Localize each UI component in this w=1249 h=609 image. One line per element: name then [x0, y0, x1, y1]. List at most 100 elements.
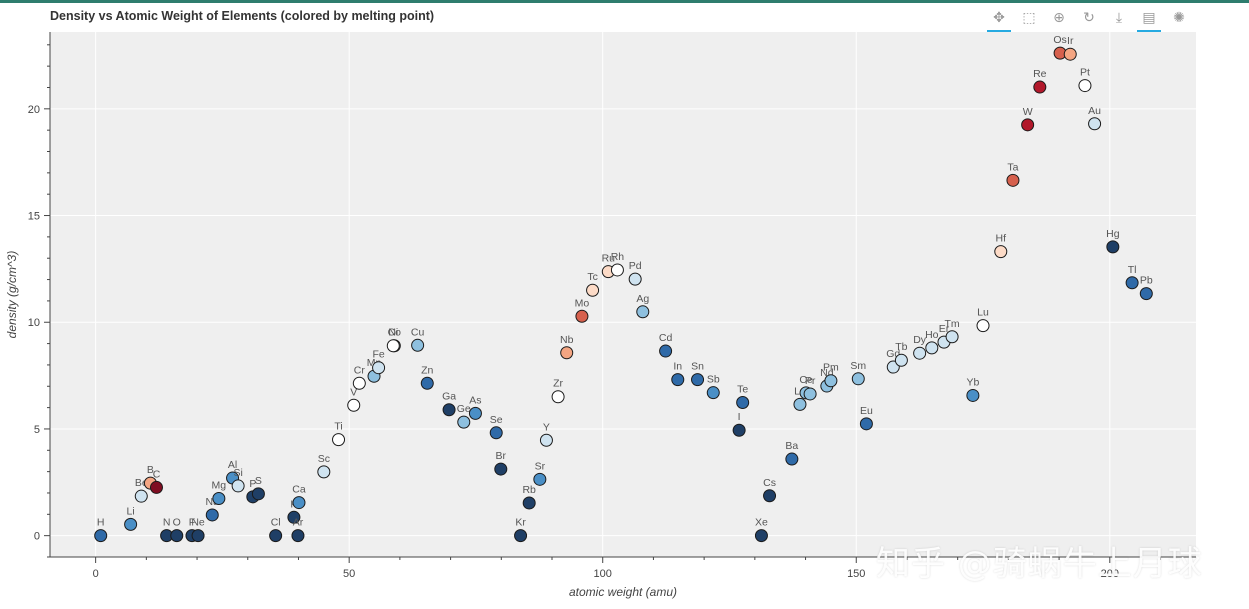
- y-axis-label: density (g/cm^3): [5, 251, 19, 339]
- plot-toolbar: ✥ ⬚ ⊕ ↻ ⤓ ▤ ✺: [984, 4, 1194, 34]
- data-point-tm: [945, 330, 959, 344]
- point-label-er: Er: [939, 323, 950, 335]
- point-label-al: Al: [228, 459, 237, 471]
- data-point-ar: [291, 529, 305, 543]
- point-label-y: Y: [543, 421, 550, 433]
- data-point-o: [170, 529, 184, 543]
- point-label-si: Si: [233, 467, 242, 479]
- point-label-yb: Yb: [966, 376, 979, 388]
- point-label-sb: Sb: [707, 374, 720, 386]
- y-tick-label: 15: [28, 211, 40, 223]
- data-point-na: [205, 508, 219, 522]
- data-point-nb: [560, 346, 574, 360]
- point-label-dy: Dy: [913, 334, 927, 346]
- data-point-la: [793, 397, 807, 411]
- point-label-te: Te: [737, 383, 748, 395]
- point-label-lu: Lu: [977, 307, 989, 319]
- chart-title: Density vs Atomic Weight of Elements (co…: [50, 9, 435, 23]
- data-point-kr: [514, 529, 528, 543]
- data-point-tb: [894, 353, 908, 367]
- point-label-ta: Ta: [1007, 161, 1018, 173]
- point-label-se: Se: [490, 414, 503, 426]
- point-label-sn: Sn: [691, 361, 704, 373]
- point-label-ni: Ni: [388, 327, 398, 339]
- bokeh-logo-icon[interactable]: ✺: [1173, 10, 1185, 26]
- point-label-eu: Eu: [860, 405, 873, 417]
- data-point-xe: [754, 529, 768, 543]
- data-point-pt: [1078, 79, 1092, 93]
- point-label-co: Co: [388, 327, 402, 339]
- point-label-pm: Pm: [823, 362, 839, 374]
- data-point-v: [347, 398, 361, 412]
- hover-icon[interactable]: ▤: [1134, 4, 1164, 32]
- data-point-cr: [352, 376, 366, 390]
- point-label-nb: Nb: [560, 334, 574, 346]
- point-label-i: I: [738, 411, 741, 423]
- point-label-pr: Pr: [805, 375, 816, 387]
- data-point-mg: [212, 492, 226, 506]
- point-label-pb: Pb: [1140, 275, 1153, 287]
- data-point-as: [468, 406, 482, 420]
- data-point-pd: [628, 272, 642, 286]
- point-label-as: As: [469, 394, 481, 406]
- data-point-hg: [1106, 240, 1120, 254]
- box-zoom-icon[interactable]: ⬚: [1022, 10, 1036, 26]
- point-label-ag: Ag: [636, 293, 649, 305]
- data-point-ne: [191, 529, 205, 543]
- save-icon[interactable]: ⤓: [1115, 10, 1123, 26]
- point-label-tm: Tm: [945, 318, 960, 330]
- data-point-ge: [457, 415, 471, 429]
- point-label-f: F: [189, 517, 195, 529]
- point-label-mo: Mo: [575, 297, 590, 309]
- data-point-sb: [706, 386, 720, 400]
- data-point-c: [149, 480, 163, 494]
- point-label-mg: Mg: [212, 480, 227, 492]
- data-point-ir: [1063, 47, 1077, 61]
- point-label-p: P: [249, 478, 256, 490]
- data-point-sr: [533, 472, 547, 486]
- point-label-cl: Cl: [271, 517, 281, 529]
- point-label-xe: Xe: [755, 517, 768, 529]
- data-point-re: [1033, 80, 1047, 94]
- point-label-o: O: [173, 517, 181, 529]
- data-point-zr: [551, 390, 565, 404]
- point-label-sc: Sc: [318, 453, 330, 465]
- reset-icon[interactable]: ↻: [1083, 10, 1095, 26]
- data-point-au: [1088, 117, 1102, 131]
- point-label-ge: Ge: [457, 403, 471, 415]
- data-point-dy: [913, 346, 927, 360]
- data-point-rh: [610, 263, 624, 277]
- data-point-be: [134, 489, 148, 503]
- data-point-lu: [976, 319, 990, 333]
- point-label-sr: Sr: [535, 460, 546, 472]
- point-label-in: In: [673, 361, 682, 373]
- data-point-ba: [785, 452, 799, 466]
- data-point-pm: [824, 374, 838, 388]
- data-point-sm: [851, 372, 865, 386]
- point-label-v: V: [350, 386, 357, 398]
- data-point-ta: [1006, 173, 1020, 187]
- point-label-b: B: [147, 464, 154, 476]
- point-label-ir: Ir: [1067, 35, 1074, 47]
- x-tick-label: 200: [1101, 568, 1119, 580]
- data-point-sn: [691, 373, 705, 387]
- point-label-ho: Ho: [925, 329, 939, 341]
- x-tick-label: 100: [594, 568, 612, 580]
- data-point-cl: [269, 529, 283, 543]
- x-tick-label: 50: [343, 568, 355, 580]
- top-accent-rule: [0, 0, 1249, 3]
- wheel-zoom-icon[interactable]: ⊕: [1053, 10, 1065, 26]
- point-label-s: S: [255, 475, 262, 487]
- data-point-yb: [966, 388, 980, 402]
- data-point-hf: [994, 245, 1008, 259]
- point-label-re: Re: [1033, 68, 1047, 80]
- data-point-ca: [292, 496, 306, 510]
- point-label-h: H: [97, 517, 105, 529]
- point-label-br: Br: [496, 450, 507, 462]
- data-point-i: [732, 423, 746, 437]
- pan-icon[interactable]: ✥: [984, 4, 1014, 32]
- data-point-s: [251, 487, 265, 501]
- data-point-fe: [372, 361, 386, 375]
- point-label-os: Os: [1053, 34, 1066, 46]
